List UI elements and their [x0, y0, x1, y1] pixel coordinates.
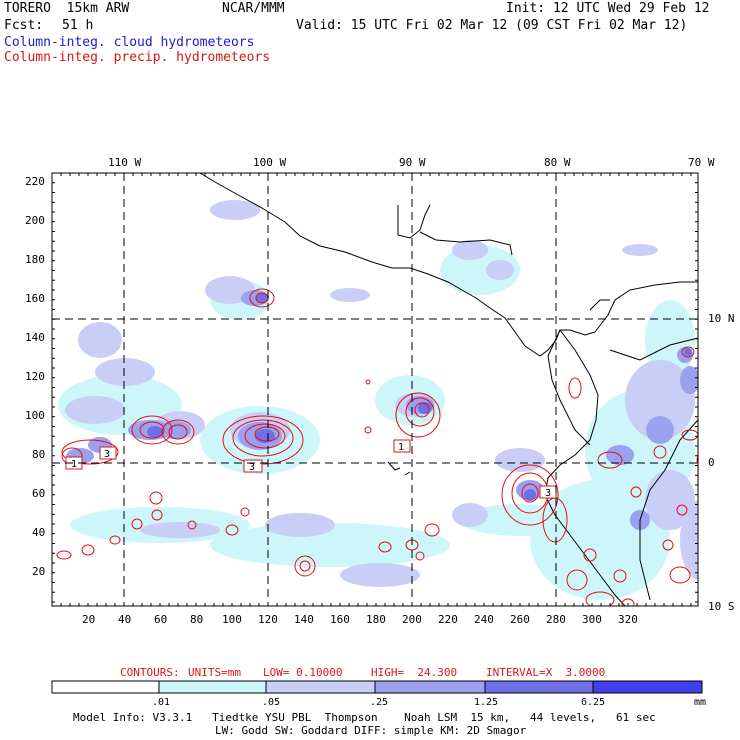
x-tick-60: 60 — [154, 613, 168, 626]
y-tick-60: 60 — [32, 487, 46, 500]
x-tick-180: 180 — [366, 613, 386, 626]
field-cloud-label: Column-integ. cloud hydrometeors — [4, 35, 255, 50]
y-tick-120: 120 — [25, 370, 45, 383]
x-tick-80: 80 — [190, 613, 204, 626]
y-tick-160: 160 — [25, 292, 45, 305]
forecast-label: Fcst: — [4, 18, 44, 33]
model-info-line2: LW: Godd SW: Goddard DIFF: simple KM: 2D… — [215, 724, 527, 737]
y-tick-40: 40 — [32, 526, 46, 539]
lat-label-10n: 10 N — [708, 312, 735, 325]
y-tick-80: 80 — [32, 448, 46, 461]
valid-time: Valid: 15 UTC Fri 02 Mar 12 (09 CST Fri … — [296, 18, 688, 33]
contours-label: CONTOURS: — [120, 666, 180, 679]
x-tick-160: 160 — [330, 613, 350, 626]
colorbar-unit: mm — [694, 697, 707, 708]
high-marker-5: 3 — [545, 488, 551, 499]
lat-lon-grid — [52, 173, 698, 606]
lat-label-0: 0 — [708, 456, 715, 469]
lat-label-10s: 10 S — [708, 600, 735, 613]
y-tick-180: 180 — [25, 253, 45, 266]
map-frame — [51, 172, 699, 607]
lon-label-80w: 80 W — [544, 156, 571, 169]
model-info-line1: Model Info: V3.3.1 Tiedtke YSU PBL Thomp… — [73, 711, 656, 724]
high-marker-2: 3 — [104, 449, 110, 460]
x-tick-260: 260 — [510, 613, 530, 626]
lon-label-90w: 90 W — [399, 156, 426, 169]
model-title: TORERO 15km ARW — [4, 1, 130, 16]
x-tick-100: 100 — [222, 613, 242, 626]
high-marker-3: 3 — [249, 462, 255, 473]
high-marker-1: 1 — [71, 459, 77, 470]
x-tick-300: 300 — [582, 613, 602, 626]
x-tick-20: 20 — [82, 613, 96, 626]
org-label: NCAR/MMM — [222, 1, 285, 16]
colorbar-tick-2: .25 — [370, 697, 389, 708]
contours-high: HIGH= 24.300 — [371, 666, 458, 679]
lon-label-70w: 70 W — [688, 156, 715, 169]
x-tick-40: 40 — [118, 613, 132, 626]
lon-label-100w: 100 W — [253, 156, 287, 169]
y-tick-20: 20 — [32, 565, 46, 578]
colorbar-tick-3: 1.25 — [474, 697, 499, 708]
x-tick-240: 240 — [474, 613, 494, 626]
colorbar — [51, 680, 703, 694]
forecast-hour: 51 h — [62, 18, 94, 33]
x-tick-280: 280 — [546, 613, 566, 626]
lon-label-110w: 110 W — [108, 156, 142, 169]
x-tick-120: 120 — [258, 613, 278, 626]
x-tick-140: 140 — [294, 613, 314, 626]
y-tick-220: 220 — [25, 175, 45, 188]
field-precip-label: Column-integ. precip. hydrometeors — [4, 50, 271, 65]
contours-units: UNITS=mm — [188, 666, 241, 679]
y-tick-200: 200 — [25, 214, 45, 227]
x-tick-320: 320 — [618, 613, 638, 626]
y-tick-100: 100 — [25, 409, 45, 422]
cloud-field — [58, 200, 698, 600]
precip-contours — [56, 288, 698, 606]
colorbar-tick-4: 6.25 — [581, 697, 606, 708]
high-markers: 1 3 3 1 3 — [65, 439, 557, 499]
contours-interval: INTERVAL=X 3.0000 — [486, 666, 606, 679]
x-tick-200: 200 — [402, 613, 422, 626]
x-tick-220: 220 — [438, 613, 458, 626]
high-marker-4: 1 — [398, 442, 404, 453]
colorbar-tick-1: .05 — [262, 697, 281, 708]
axis-ticks — [51, 172, 698, 606]
colorbar-tick-0: .01 — [152, 697, 171, 708]
contours-low: LOW= 0.10000 — [263, 666, 343, 679]
y-tick-140: 140 — [25, 331, 45, 344]
coastline — [199, 173, 698, 606]
init-time: Init: 12 UTC Wed 29 Feb 12 — [506, 1, 710, 16]
